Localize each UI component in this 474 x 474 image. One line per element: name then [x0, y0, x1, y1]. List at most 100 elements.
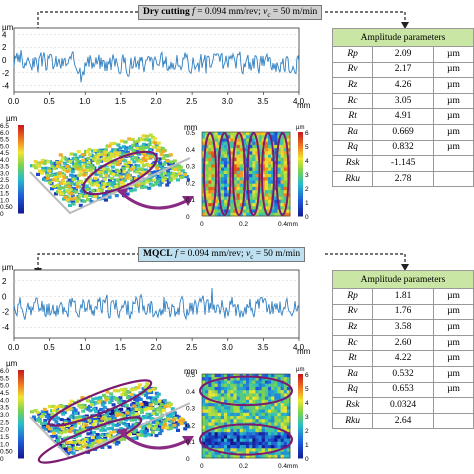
surface-cell [166, 172, 171, 176]
profile-x-tick: 0.0 [8, 97, 20, 106]
map-cell [252, 396, 256, 401]
map-cell [227, 445, 231, 449]
map-cell [258, 141, 263, 146]
map-cell [274, 445, 278, 449]
map-cell [224, 151, 228, 155]
surface-cell [172, 176, 177, 180]
map-colorbar-segment [298, 148, 303, 153]
param-name: Rku [331, 412, 374, 430]
map-cell [233, 399, 237, 404]
map-cell [268, 383, 272, 388]
map-cell [220, 390, 225, 394]
map-cell [211, 380, 215, 385]
map-cell [217, 432, 222, 436]
map-cell [286, 377, 291, 381]
map-cell [211, 212, 215, 217]
map-cell [217, 435, 222, 439]
colorbar-segment [18, 202, 24, 205]
colorbar-segment [18, 403, 24, 406]
surface-cell [90, 189, 95, 193]
map-cell [261, 438, 266, 443]
map-cell [230, 432, 234, 436]
surface-cell [55, 183, 60, 188]
map-colorbar-segment [298, 413, 303, 417]
map-cell [249, 177, 253, 181]
map-cell [224, 141, 228, 146]
map-cell [264, 380, 269, 385]
map-cell [242, 419, 247, 423]
map-cell [220, 383, 225, 388]
surface-cell [156, 408, 161, 412]
map-cell [268, 203, 272, 207]
map-cell [220, 454, 225, 459]
profile-y-unit: µm [2, 23, 14, 32]
map-colorbar-segment [298, 385, 303, 389]
colorbar-segment [18, 149, 24, 152]
map-colorbar-segment [298, 168, 303, 172]
map-cell [280, 206, 285, 210]
map-cell [255, 193, 259, 197]
map-cell [274, 416, 278, 420]
map-cell [236, 435, 241, 439]
map-cell [280, 435, 285, 439]
map-cell [268, 399, 272, 404]
surface-cell [104, 184, 109, 188]
map-cell [230, 419, 234, 423]
map-cell [220, 167, 225, 172]
map-cell [208, 135, 212, 139]
map-cell [211, 374, 215, 378]
surface-cell [123, 159, 128, 163]
map-cell [239, 383, 244, 388]
colorbar-segment [18, 151, 24, 155]
map-cell [274, 419, 278, 423]
map-cell [283, 419, 288, 423]
surface-cell [155, 166, 160, 170]
map-colorbar-segment [298, 132, 303, 136]
surface-cell [154, 143, 159, 147]
map-cell [268, 157, 272, 162]
map-cell [239, 164, 244, 168]
map-cell [205, 177, 209, 181]
map-cell [227, 422, 231, 427]
surface-cell [88, 176, 92, 180]
surface-cell [69, 399, 74, 403]
map-cell [277, 445, 281, 449]
map-cell [283, 199, 288, 204]
map-cell [264, 196, 269, 201]
map-cell [211, 390, 215, 394]
surface-cell [88, 438, 93, 443]
map-cell [202, 438, 206, 443]
map-cell [277, 177, 281, 181]
map-cell [283, 377, 288, 381]
surface-cell [163, 154, 168, 158]
map-cell [208, 138, 212, 143]
surface-cell [123, 162, 128, 167]
map-colorbar-segment [298, 438, 303, 442]
map-cell [277, 212, 281, 217]
surface-cell [72, 165, 77, 169]
surface-cell [82, 168, 86, 172]
map-cell [220, 445, 225, 449]
surface-cell [97, 400, 102, 404]
colorbar-segment [18, 171, 24, 174]
map-cell [242, 138, 247, 143]
param-value: 3.58 [372, 319, 435, 336]
map-cell [261, 428, 266, 433]
profile-x-tick: 0.0 [8, 343, 20, 352]
param-unit: µm [433, 303, 474, 321]
map-cell [202, 212, 206, 217]
surface-cell [136, 164, 141, 168]
surface-cell [32, 415, 36, 419]
map-cell [217, 419, 222, 423]
surface-cell [176, 178, 180, 182]
map-cell [224, 448, 228, 452]
surface-cell [91, 397, 96, 401]
map-cell [205, 383, 209, 388]
surface-cell [102, 393, 106, 397]
map-cell [236, 199, 241, 204]
colorbar-segment [18, 414, 24, 417]
map-cell [268, 141, 272, 146]
map-colorbar-segment [298, 407, 303, 411]
map-cell [239, 438, 244, 443]
colorbar-segment [18, 153, 24, 157]
